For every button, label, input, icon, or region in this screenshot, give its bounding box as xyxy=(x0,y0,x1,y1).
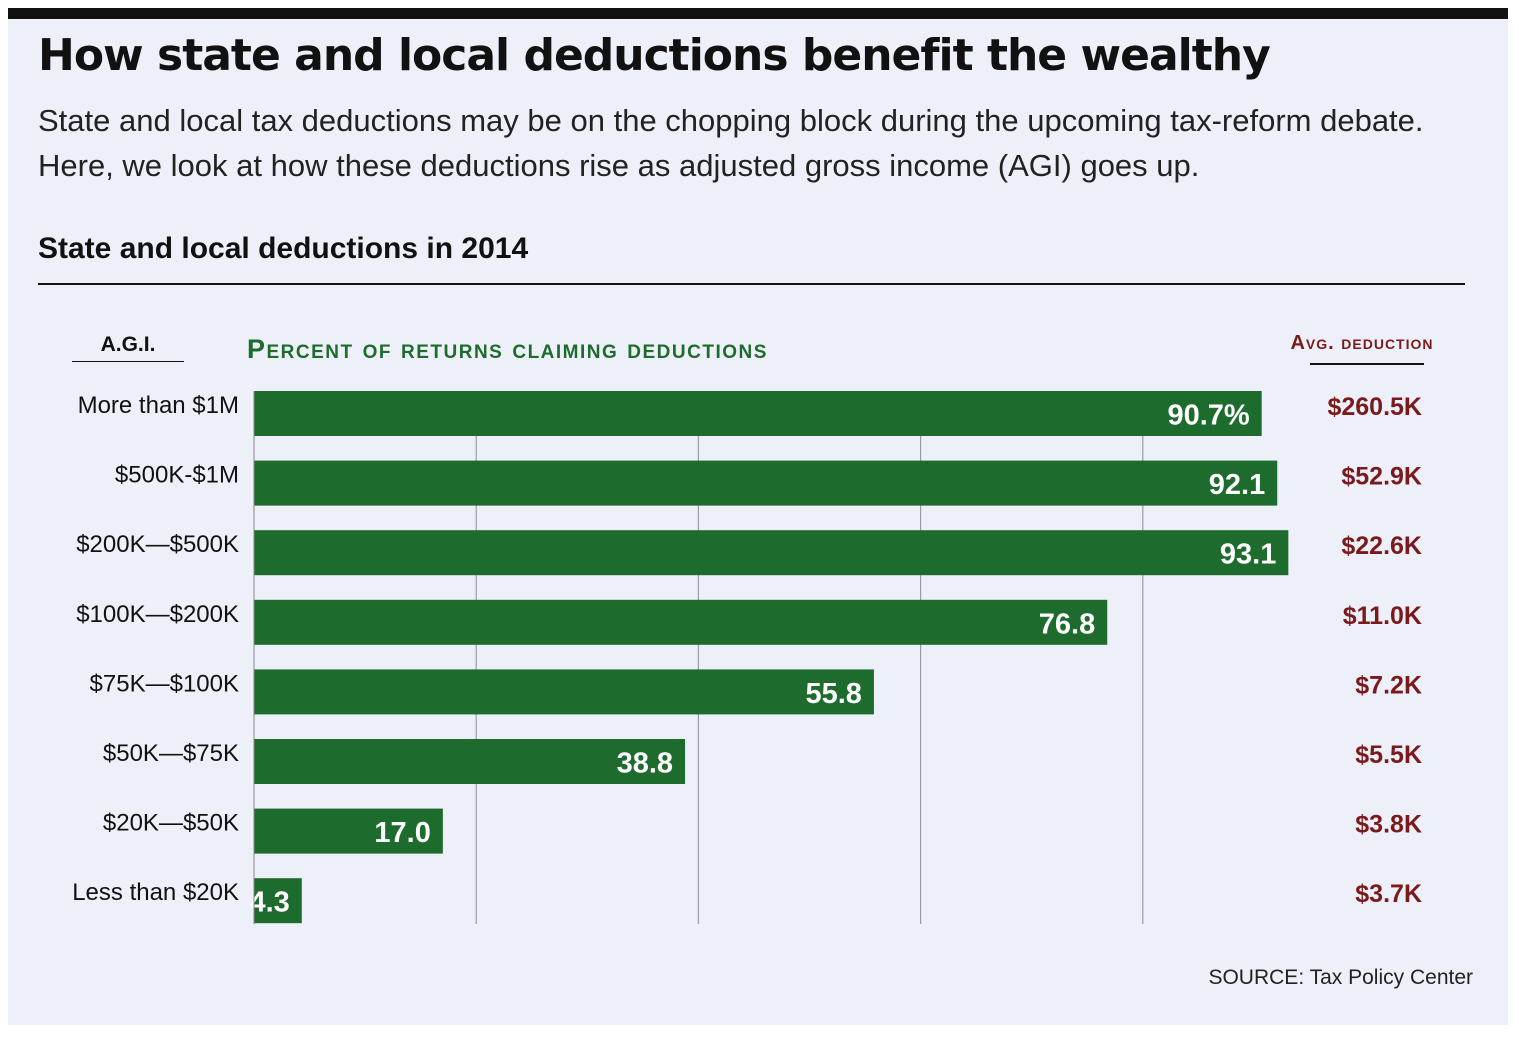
bar-8 xyxy=(254,878,302,924)
category-label-7: $20K—$50K xyxy=(103,810,239,837)
avg-deduction-3: $22.6K xyxy=(1341,532,1422,560)
percent-column-header: Percent of returns claiming deductions xyxy=(247,334,768,364)
avg-deduction-2: $52.9K xyxy=(1341,463,1422,491)
category-label-1: More than $1M xyxy=(78,392,239,419)
section-title: State and local deductions in 2014 xyxy=(38,232,529,265)
chart-subtitle: State and local tax deductions may be on… xyxy=(38,103,1424,183)
category-label-3: $200K—$500K xyxy=(76,531,239,558)
avg-deduction-7: $3.8K xyxy=(1355,811,1422,839)
avg-deduction-4: $11.0K xyxy=(1343,602,1422,630)
avg-deduction-6: $5.5K xyxy=(1355,741,1422,769)
bar-3 xyxy=(254,530,1289,576)
bar-5 xyxy=(254,669,874,715)
bar-value-label-3: 93.1 xyxy=(1220,539,1276,571)
bar-value-label-5: 55.8 xyxy=(805,678,861,710)
bar-value-label-7: 17.0 xyxy=(374,817,430,849)
bar-7 xyxy=(254,808,443,854)
bar-value-label-1: 90.7% xyxy=(1167,400,1249,432)
category-label-8: Less than $20K xyxy=(72,879,239,906)
category-label-2: $500K-$1M xyxy=(115,462,239,489)
bar-6 xyxy=(254,739,686,784)
avg-deduction-8: $3.7K xyxy=(1355,880,1422,908)
bar-value-label-6: 38.8 xyxy=(617,748,673,780)
category-label-4: $100K—$200K xyxy=(76,601,239,628)
avg-deduction-column-header: Avg. deduction xyxy=(1290,332,1434,354)
bar-value-label-2: 92.1 xyxy=(1209,469,1265,501)
agi-column-header: A.G.I. xyxy=(72,333,184,362)
category-label-5: $75K—$100K xyxy=(90,670,239,697)
avg-deduction-1: $260.5K xyxy=(1327,393,1422,421)
avg-deduction-header-rule xyxy=(1310,363,1424,365)
source-note: SOURCE: Tax Policy Center xyxy=(1208,966,1473,989)
infographic-panel xyxy=(8,8,1508,1025)
bar-2 xyxy=(254,460,1278,506)
bar-value-label-4: 76.8 xyxy=(1039,608,1095,640)
chart-title: How state and local deductions benefit t… xyxy=(38,30,1271,81)
category-label-6: $50K—$75K xyxy=(103,740,239,767)
avg-deduction-5: $7.2K xyxy=(1355,671,1422,699)
bar-4 xyxy=(254,599,1108,645)
bar-value-label-8: 4.3 xyxy=(249,887,289,919)
section-divider xyxy=(38,283,1465,285)
bar-1 xyxy=(254,391,1262,436)
